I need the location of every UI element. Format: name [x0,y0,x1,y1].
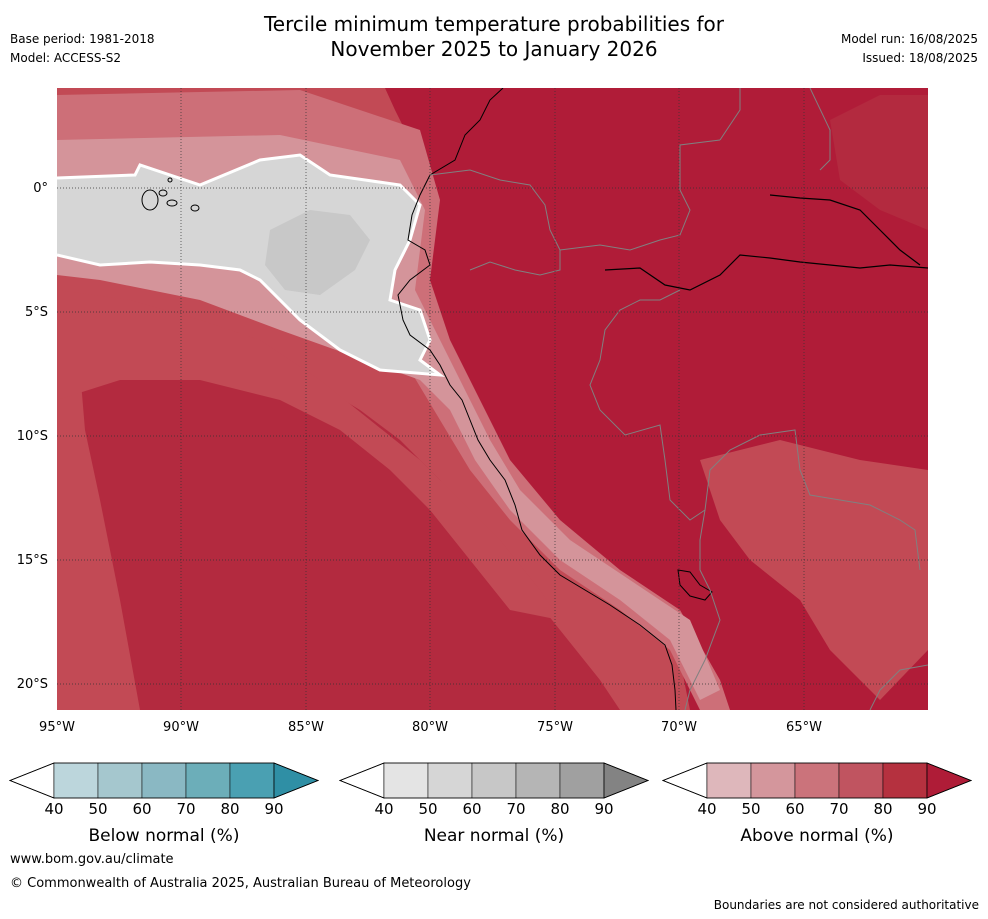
legend-extend-high [603,762,650,799]
legend-swatch [427,762,473,799]
galapagos-islands [141,177,200,212]
legend-title: Below normal (%) [88,826,240,846]
country-borders [429,88,928,710]
lake-titicaca [677,569,713,601]
legend-swatch [706,762,752,799]
legend-outline [338,762,650,799]
lon-label: 65°W [786,720,822,735]
legend-tick-label: 90 [594,800,614,818]
legend-swatch [750,762,796,799]
legend-tick-label: 70 [176,800,196,818]
legend-swatch [97,762,143,799]
lon-label: 85°W [288,720,324,735]
lon-label: 70°W [661,720,697,735]
meta-right: Model run: 16/08/2025 Issued: 18/08/2025 [841,30,978,68]
latitude-labels: 0° 5°S 10°S 15°S 20°S [17,181,48,692]
model-run-text: Model run: 16/08/2025 [840,32,978,46]
legend-tick-label: 70 [506,800,526,818]
legend-tick-label: 80 [550,800,570,818]
lat-label: 15°S [17,553,48,568]
legend-tick-label: 40 [374,800,394,818]
legend-extend-low [661,762,708,799]
legend-tick-label: 80 [873,800,893,818]
footer-copyright: © Commonwealth of Australia 2025, Austra… [10,876,471,891]
meta-left: Base period: 1981-2018 Model: ACCESS-S2 [10,30,155,68]
legend-swatch [383,762,429,799]
upper-above-80 [830,95,928,230]
legend-extend-low [8,762,55,799]
legend-tick-label: 90 [917,800,937,818]
base-period-text: Base period: 1981-2018 [10,32,155,46]
rio-negro [769,194,921,266]
lon-label: 80°W [412,720,448,735]
legend-swatch [794,762,840,799]
legend-swatch [53,762,99,799]
amazon-river [604,254,928,291]
longitude-labels: 95°W 90°W 85°W 80°W 75°W 70°W 65°W [39,720,822,735]
legend-title: Above normal (%) [740,826,894,846]
legend-extend-high [273,762,320,799]
lon-label: 75°W [537,720,573,735]
legend-tick-label: 60 [462,800,482,818]
legend-tick-label: 80 [220,800,240,818]
legend-tick-label: 90 [264,800,284,818]
title-line-2: November 2025 to January 2026 [330,37,658,61]
graticule [57,88,928,710]
lon-label: 95°W [39,720,75,735]
near-normal-boundary [57,153,446,377]
legend-swatch [229,762,275,799]
legend-tick-label: 40 [697,800,717,818]
coastal-above-50 [57,135,720,700]
page-title: Tercile minimum temperature probabilitie… [0,12,988,62]
legend-tick-label: 60 [132,800,152,818]
lat-label: 20°S [17,677,48,692]
legend-tick-label: 50 [88,800,108,818]
lat-label: 10°S [17,429,48,444]
coastline [397,88,677,710]
legend-swatch [559,762,605,799]
legend-tick-label: 40 [44,800,64,818]
legend-swatch [882,762,928,799]
map-field [57,88,928,710]
legend-outline [661,762,973,799]
lat-label: 5°S [25,305,48,320]
near-normal-region [57,155,440,375]
legend-tick-label: 50 [741,800,761,818]
legend-tick-label: 50 [418,800,438,818]
footer-url: www.bom.gov.au/climate [10,852,174,867]
ocean-above-80 [80,345,620,710]
legend-swatch [471,762,517,799]
legend-near-normal [338,762,650,799]
legend-title: Near normal (%) [423,826,565,846]
footer-disclaimer: Boundaries are not considered authoritat… [713,898,979,912]
legend-tick-label: 70 [829,800,849,818]
legend-tick-label: 60 [785,800,805,818]
near-normal-core [265,210,370,295]
legend-extend-low [338,762,385,799]
title-line-1: Tercile minimum temperature probabilitie… [263,12,725,36]
legend-above-normal [661,762,973,799]
model-text: Model: ACCESS-S2 [10,51,122,65]
lon-label: 90°W [163,720,199,735]
legend-swatch [185,762,231,799]
legend-outline [8,762,320,799]
legend-below-normal [8,762,320,799]
legend-swatch [515,762,561,799]
lat-label: 0° [33,181,48,196]
legend-swatch [838,762,884,799]
issued-text: Issued: 18/08/2025 [862,51,978,65]
ocean-above-70 [57,290,560,620]
legend-extend-high [926,762,973,799]
legend-swatch [141,762,187,799]
